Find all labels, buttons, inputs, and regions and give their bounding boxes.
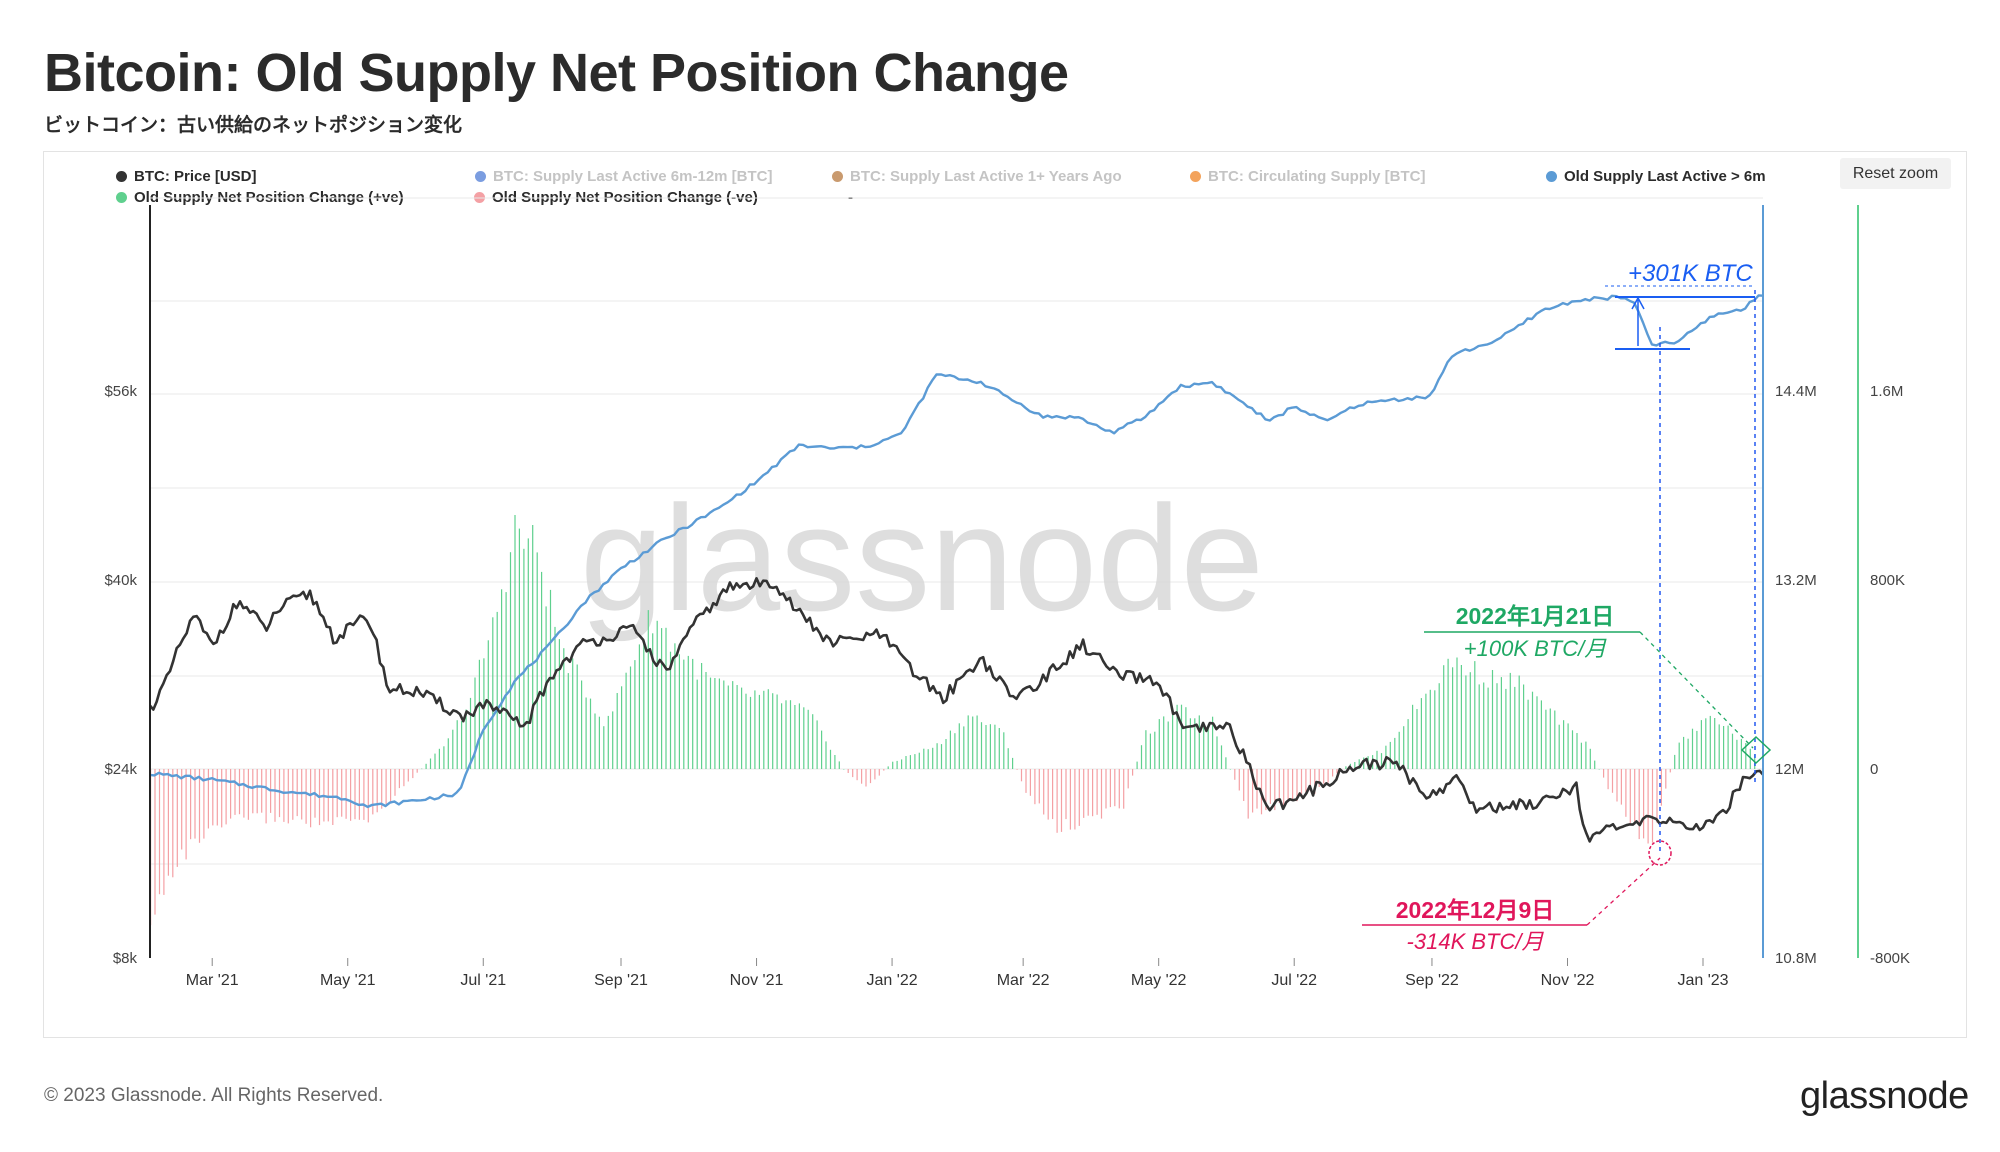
legend-dot-icon <box>475 171 486 182</box>
legend-label: Old Supply Net Position Change (+ve) <box>134 189 404 206</box>
legend-dot-icon <box>474 192 485 203</box>
chart-panel <box>43 151 1967 1038</box>
legend-label: Old Supply Net Position Change (-ve) <box>492 189 758 206</box>
legend-item-2[interactable]: BTC: Supply Last Active 6m-12m [BTC] <box>475 168 773 185</box>
legend-item-3[interactable]: BTC: Supply Last Active 1+ Years Ago <box>832 168 1122 185</box>
legend-dot-icon <box>116 171 127 182</box>
legend-dot-icon <box>116 192 127 203</box>
footer-copyright: © 2023 Glassnode. All Rights Reserved. <box>44 1085 384 1106</box>
legend-dot-icon <box>1190 171 1201 182</box>
legend-label: Old Supply Last Active > 6m <box>1564 168 1766 185</box>
legend-item-6[interactable]: Old Supply Net Position Change (+ve) <box>116 189 404 206</box>
legend-item-1[interactable]: BTC: Price [USD] <box>116 168 257 185</box>
page-subtitle: ビットコイン：古い供給のネットポジション変化 <box>44 114 463 136</box>
legend-label: BTC: Supply Last Active 6m-12m [BTC] <box>493 168 773 185</box>
legend-label: BTC: Price [USD] <box>134 168 257 185</box>
legend-label: BTC: Circulating Supply [BTC] <box>1208 168 1426 185</box>
legend-dot-icon <box>832 171 843 182</box>
legend-item-5[interactable]: Old Supply Last Active > 6m <box>1546 168 1766 185</box>
footer-brand-logo: glassnode <box>1800 1075 1969 1117</box>
legend-dot-icon <box>1546 171 1557 182</box>
reset-zoom-button[interactable]: Reset zoom <box>1840 158 1951 189</box>
legend-item-7[interactable]: Old Supply Net Position Change (-ve) <box>474 189 758 206</box>
legend-item-4[interactable]: BTC: Circulating Supply [BTC] <box>1190 168 1426 185</box>
legend-item-8[interactable]: - <box>848 189 853 206</box>
legend-label: - <box>848 189 853 206</box>
legend-label: BTC: Supply Last Active 1+ Years Ago <box>850 168 1122 185</box>
page-title: Bitcoin: Old Supply Net Position Change <box>44 43 1069 103</box>
